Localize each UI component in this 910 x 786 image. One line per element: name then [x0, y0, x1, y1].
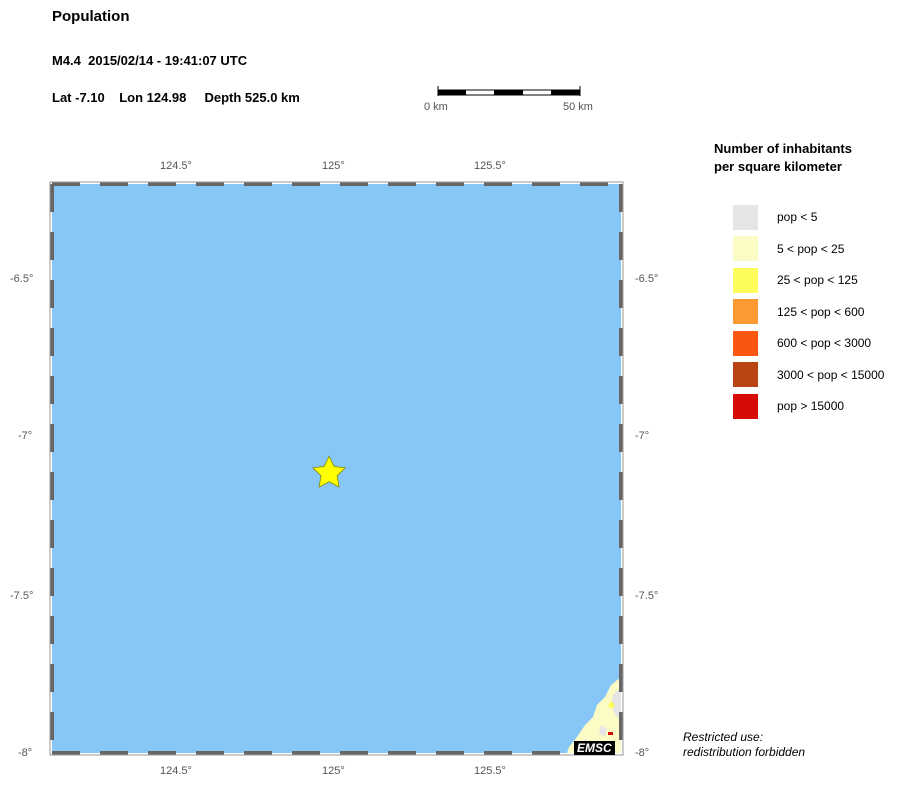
lat-tick-right-3: -7.5° — [635, 590, 659, 602]
usage-notice: Restricted use: redistribution forbidden — [683, 730, 805, 760]
legend-title: Number of inhabitants per square kilomet… — [714, 140, 852, 176]
lon-tick-top-1: 124.5° — [160, 160, 192, 172]
legend-label: 5 < pop < 25 — [777, 241, 845, 256]
lon-tick-top-2: 125° — [322, 160, 345, 172]
lat-tick-right-1: -6.5° — [635, 273, 659, 285]
legend-item: 125 < pop < 600 — [733, 299, 864, 325]
legend-item: 3000 < pop < 15000 — [733, 362, 884, 388]
legend-swatch — [733, 267, 758, 293]
lat-tick-right-2: -7° — [635, 430, 650, 442]
legend-swatch — [733, 299, 758, 324]
legend-swatch — [733, 393, 758, 419]
legend-label: 25 < pop < 125 — [777, 273, 858, 287]
legend-title-line2: per square kilometer — [714, 159, 842, 174]
legend-label: pop > 15000 — [777, 399, 845, 413]
legend-item: 600 < pop < 3000 — [733, 330, 871, 356]
scale-end-label: 50 km — [563, 101, 593, 113]
epicenter-star-icon — [312, 455, 347, 488]
legend-swatch — [733, 204, 758, 230]
usage-notice-line2: redistribution forbidden — [683, 745, 806, 759]
usage-notice-line1: Restricted use: — [683, 730, 764, 744]
scale-start-label: 0 km — [424, 101, 448, 113]
legend-item: 25 < pop < 125 — [733, 267, 858, 293]
lon-tick-bottom-2: 125° — [322, 765, 345, 777]
lat-tick-left-3: -7.5° — [10, 590, 34, 602]
lon-tick-bottom-1: 124.5° — [160, 765, 192, 777]
lat-tick-left-1: -6.5° — [10, 273, 34, 285]
legend-swatch — [733, 236, 758, 261]
scale-bar — [437, 86, 581, 96]
emsc-logo: EMSC — [574, 741, 615, 755]
population-map — [49, 181, 624, 756]
lat-tick-left-4: -8° — [18, 747, 33, 759]
map-title: Population — [52, 8, 130, 25]
legend-title-line1: Number of inhabitants — [714, 141, 852, 156]
legend-item: pop > 15000 — [733, 393, 844, 419]
lon-tick-bottom-3: 125.5° — [474, 765, 506, 777]
legend-label: 600 < pop < 3000 — [777, 336, 872, 350]
legend-label: pop < 5 — [777, 210, 818, 224]
lat-tick-right-4: -8° — [635, 747, 650, 759]
legend-swatch — [733, 362, 758, 387]
lat-tick-left-2: -7° — [18, 430, 33, 442]
legend-item: 5 < pop < 25 — [733, 236, 844, 262]
event-info: M4.4 2015/02/14 - 19:41:07 UTC — [52, 53, 248, 68]
lon-tick-top-3: 125.5° — [474, 160, 506, 172]
legend-item: pop < 5 — [733, 204, 817, 230]
event-coordinates: Lat -7.10 Lon 124.98 Depth 525.0 km — [52, 90, 300, 105]
legend-label: 125 < pop < 600 — [777, 304, 865, 319]
legend-swatch — [733, 330, 758, 356]
legend-label: 3000 < pop < 15000 — [777, 367, 885, 382]
